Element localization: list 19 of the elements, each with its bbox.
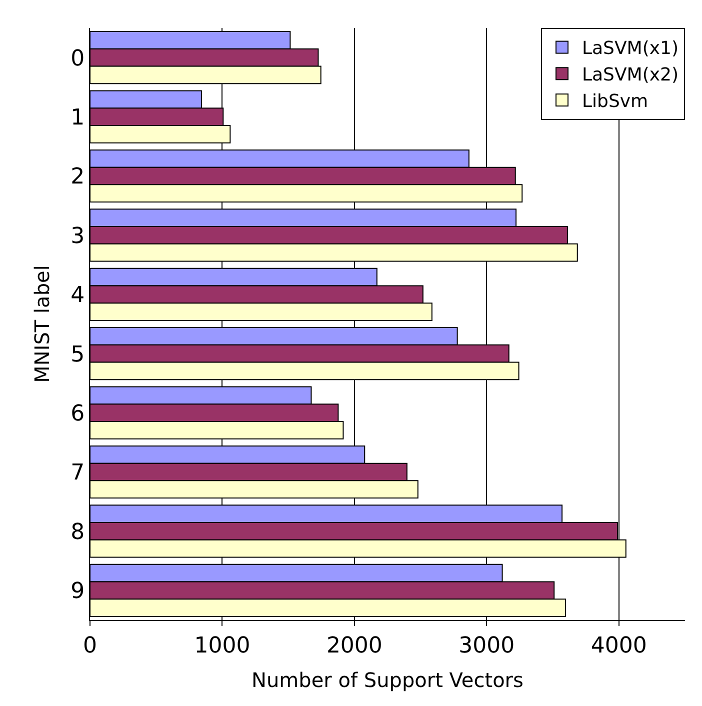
y-tick-label: 7	[70, 460, 85, 486]
y-axis-title: MNIST label	[30, 265, 54, 383]
legend-label: LaSVM(x2)	[582, 64, 678, 86]
x-tick-label: 4000	[590, 633, 647, 658]
y-tick-label: 5	[70, 342, 85, 368]
y-tick-label: 0	[70, 46, 85, 72]
y-tick-label: 4	[70, 283, 85, 308]
y-tick-label: 9	[70, 579, 85, 604]
y-tick-label: 8	[70, 520, 85, 545]
x-tick-label: 1000	[194, 633, 250, 658]
x-axis-title: Number of Support Vectors	[252, 668, 524, 692]
x-tick-label: 2000	[326, 633, 382, 658]
y-tick-label: 1	[70, 106, 85, 130]
x-tick-label: 3000	[458, 633, 515, 658]
y-tick-label: 3	[70, 224, 85, 249]
legend-label: LaSVM(x1)	[582, 38, 678, 60]
y-tick-label: 6	[70, 402, 85, 426]
y-tick-label: 2	[70, 164, 85, 190]
legend-label: LibSvm	[582, 91, 648, 112]
